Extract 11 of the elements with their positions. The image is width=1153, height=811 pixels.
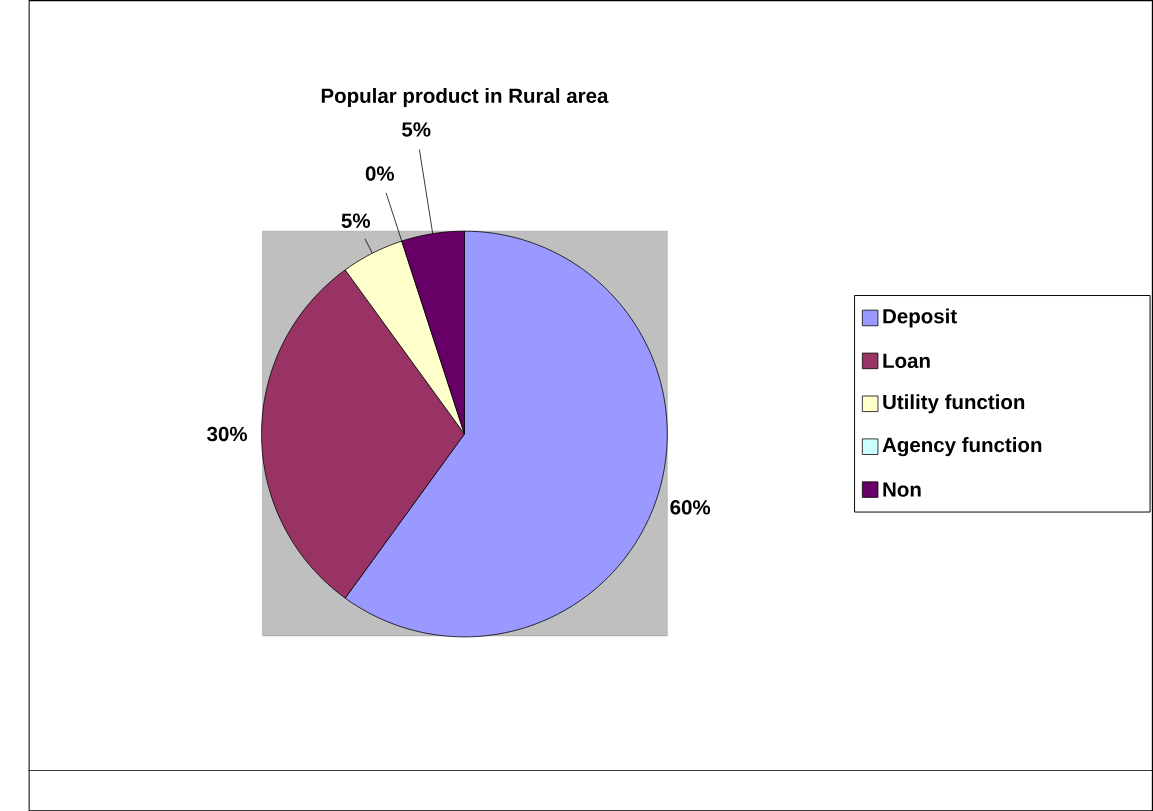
legend-label: Loan (883, 353, 930, 368)
legend-label: Non (883, 482, 921, 497)
legend-label: Utility function (883, 394, 1025, 414)
legend-label: Deposit (883, 308, 957, 328)
data-label: 60% (670, 499, 711, 515)
text: 0% (365, 166, 395, 181)
data-label: 5% (402, 122, 431, 137)
data-label: 30% (207, 426, 248, 442)
legend-label: Agency function (882, 436, 1042, 457)
data-label: 5% (341, 213, 371, 228)
chart-title: Popular product in Rural area (321, 87, 609, 107)
